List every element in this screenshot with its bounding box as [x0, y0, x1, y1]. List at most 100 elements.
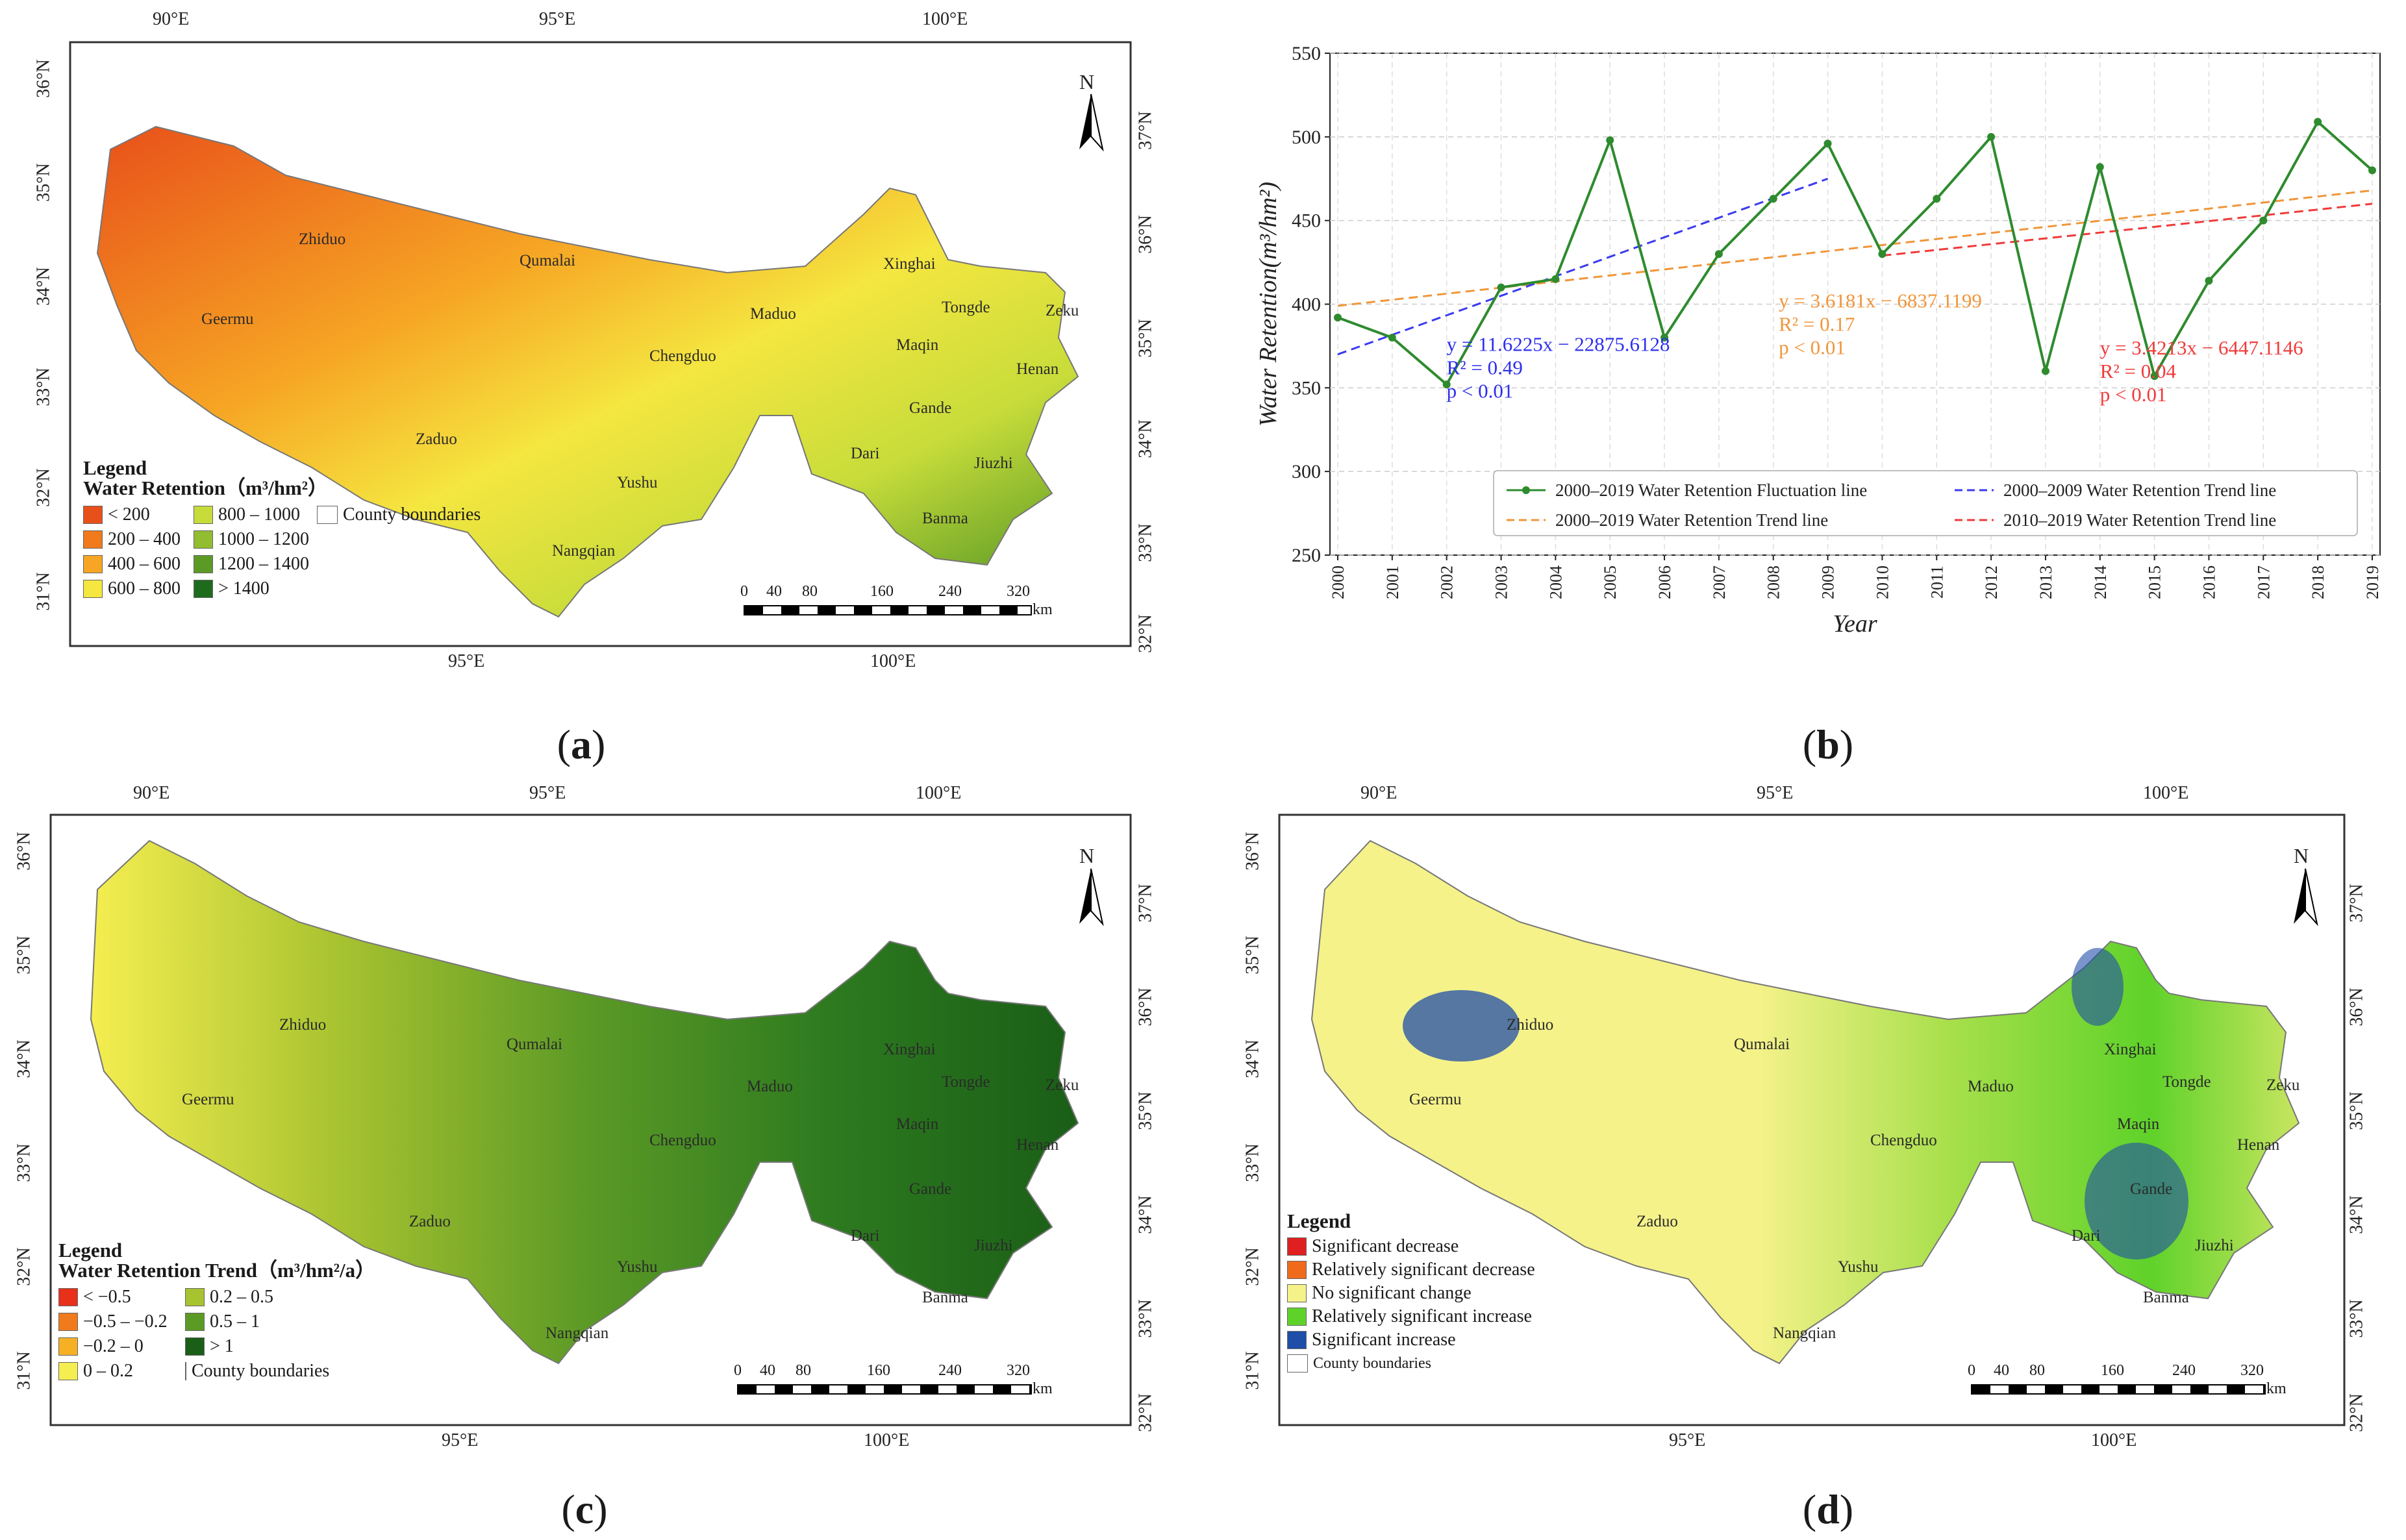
- x-tick-label: 2018: [2309, 565, 2327, 599]
- legend-item: < 200: [83, 506, 194, 524]
- legend-item: 800 – 1000: [194, 506, 317, 524]
- caption-d: (d): [1802, 1486, 1854, 1532]
- legend-a: Legend Water Retention（m³/hm²） < 200 800…: [83, 458, 486, 598]
- lat-tick-right: 34°N: [1135, 419, 1156, 458]
- county-label: Maqin: [896, 336, 939, 354]
- county-label: Chengduo: [649, 347, 716, 365]
- series-point: [1606, 136, 1614, 144]
- lat-tick-left: 36°N: [14, 832, 34, 871]
- county-label: Maduo: [750, 305, 796, 323]
- trend-line: [1337, 177, 1829, 356]
- county-label: Chengduo: [649, 1132, 716, 1149]
- county-label: Maqin: [896, 1115, 939, 1133]
- significant-increase-patch: [1403, 990, 1520, 1062]
- legend-item: 400 – 600: [83, 555, 194, 573]
- lon-tick-top: 95°E: [539, 9, 576, 29]
- x-tick-label: 2001: [1383, 565, 1402, 599]
- lat-tick-left: 32°N: [33, 468, 54, 507]
- series-point: [2259, 216, 2268, 225]
- county-label: Geermu: [182, 1091, 234, 1108]
- legend-title: Legend: [58, 1239, 123, 1261]
- legend-item: 200 – 400: [83, 530, 194, 549]
- lat-tick-right: 35°N: [2346, 1091, 2367, 1130]
- trend-annotation: R² = 0.49: [1447, 356, 1523, 379]
- lon-tick-top: 95°E: [1757, 783, 1794, 803]
- county-label: Xinghai: [883, 255, 936, 273]
- series-point: [1388, 334, 1396, 342]
- lat-tick-right: 37°N: [2346, 884, 2367, 923]
- county-label: Zeku: [1046, 1076, 1079, 1094]
- lon-tick-top: 90°E: [133, 783, 170, 803]
- series-point: [2368, 166, 2376, 175]
- trend-annotation: y = 11.6225x − 22875.6128: [1447, 333, 1670, 356]
- series-point: [1660, 334, 1669, 342]
- lon-tick-top: 90°E: [1360, 783, 1397, 803]
- x-tick-label: 2019: [2363, 565, 2382, 599]
- legend-item: 0.2 – 0.5: [185, 1288, 308, 1306]
- county-label: Banma: [922, 510, 968, 527]
- county-label: Henan: [2237, 1136, 2280, 1154]
- x-tick-label: 2009: [1819, 565, 1838, 599]
- lat-tick-left: 34°N: [14, 1039, 34, 1078]
- x-tick-label: 2017: [2254, 565, 2273, 599]
- y-tick-label: 250: [1292, 545, 1321, 566]
- lat-tick-right: 33°N: [1135, 523, 1156, 562]
- lat-tick-right: 36°N: [1135, 987, 1156, 1026]
- series-point: [1334, 314, 1342, 322]
- legend-item: 1200 – 1400: [194, 555, 317, 573]
- trend-annotation: p < 0.01: [2100, 383, 2167, 406]
- county-label: Zaduo: [1636, 1213, 1678, 1230]
- lat-tick-right: 37°N: [1135, 884, 1156, 923]
- lat-tick-left: 33°N: [1242, 1143, 1263, 1182]
- x-tick-label: 2006: [1655, 565, 1674, 599]
- county-label: Zeku: [1046, 302, 1079, 319]
- lat-tick-right: 32°N: [2346, 1393, 2367, 1432]
- lon-tick-bottom: 95°E: [442, 1430, 479, 1450]
- series-point: [2314, 118, 2322, 126]
- caption-c: (c): [561, 1486, 608, 1532]
- lat-tick-left: 32°N: [14, 1247, 34, 1286]
- legend-item: No significant change: [1287, 1284, 1535, 1302]
- county-label: Gande: [909, 1180, 952, 1198]
- panel-a-water-retention-map: Zhiduo Qumalai Geermu Maduo Xinghai Tong…: [0, 0, 1201, 773]
- north-arrow-label: N: [1079, 844, 1095, 867]
- county-label: Jiuzhi: [974, 1237, 1013, 1254]
- county-label: Yushu: [617, 1258, 658, 1276]
- lat-tick-right: 37°N: [1135, 111, 1156, 150]
- x-tick-label: 2005: [1601, 565, 1620, 599]
- series-point: [2150, 372, 2159, 380]
- significant-increase-patch: [2085, 1143, 2188, 1260]
- lon-tick-bottom: 95°E: [448, 651, 485, 671]
- x-tick-label: 2016: [2199, 565, 2218, 599]
- panel-b-water-retention-chart: 250 300 350 400 450 500 550 2000 2001 2002 2003 200…: [1214, 0, 2406, 773]
- lon-tick-bottom: 100°E: [2091, 1430, 2137, 1450]
- study-region-shape: [90, 839, 1079, 1365]
- legend-label: 2000–2009 Water Retention Trend line: [2003, 480, 2276, 500]
- north-arrow-icon: [1079, 93, 1104, 152]
- lat-tick-left: 31°N: [1242, 1351, 1263, 1390]
- legend-item: −0.2 – 0: [58, 1337, 185, 1356]
- lat-tick-right: 36°N: [2346, 987, 2367, 1026]
- county-label: Zaduo: [416, 430, 457, 448]
- county-label: Banma: [2143, 1289, 2189, 1306]
- lat-tick-left: 33°N: [14, 1143, 34, 1182]
- y-tick-label: 300: [1292, 461, 1321, 482]
- legend-item: Relatively significant decrease: [1287, 1261, 1535, 1279]
- lat-tick-left: 36°N: [33, 59, 54, 98]
- county-label: Maduo: [1968, 1078, 2014, 1095]
- x-tick-label: 2007: [1710, 565, 1729, 599]
- county-label: Xinghai: [883, 1041, 936, 1058]
- series-point: [1769, 195, 1777, 203]
- legend-item: Significant decrease: [1287, 1237, 1535, 1256]
- scale-bar: 0 40 80 160 240 320 km: [1968, 1362, 2287, 1397]
- map-d-canvas: [1278, 813, 2346, 1426]
- caption-a: (a): [557, 721, 606, 767]
- series-point: [1497, 283, 1505, 292]
- county-label: Zeku: [2266, 1076, 2300, 1094]
- lat-tick-left: 31°N: [14, 1351, 34, 1390]
- legend-item: Relatively significant increase: [1287, 1308, 1535, 1326]
- legend-item: −0.5 – −0.2: [58, 1313, 185, 1331]
- y-axis-label: Water Retention(m³/hm²): [1255, 182, 1282, 427]
- x-axis-label: Year: [1833, 610, 1877, 638]
- legend-subtitle: Water Retention Trend（m³/hm²/a）: [58, 1259, 376, 1282]
